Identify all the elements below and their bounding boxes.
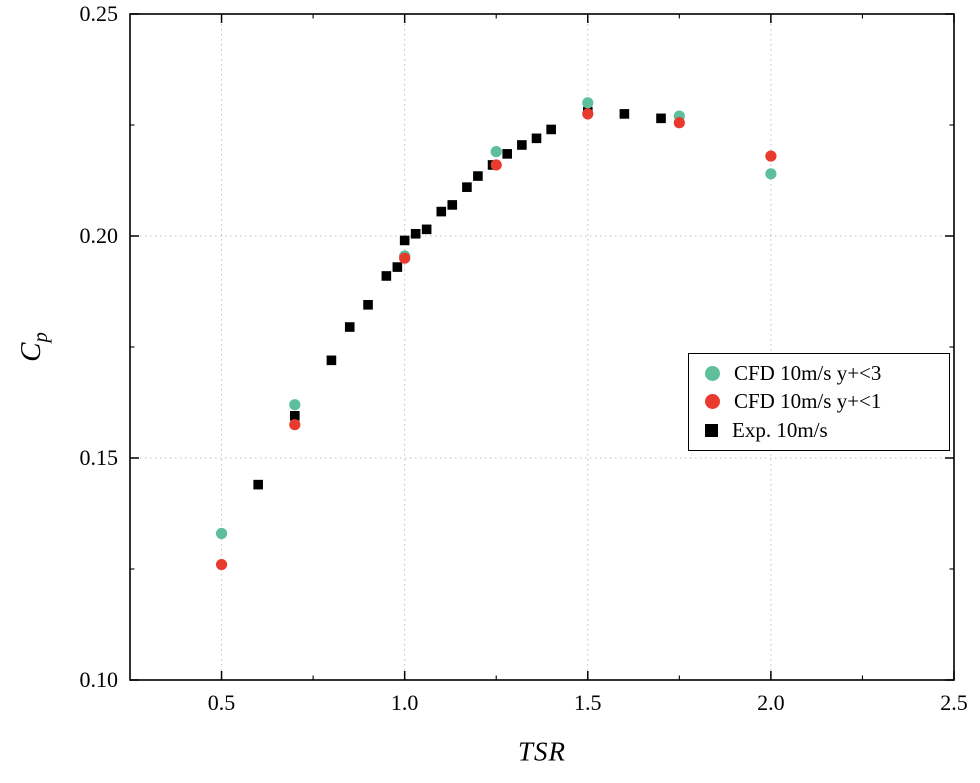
legend-label: CFD 10m/s y+<1 <box>734 389 882 414</box>
svg-text:1.0: 1.0 <box>391 690 419 715</box>
svg-text:0.10: 0.10 <box>80 667 119 692</box>
legend-label: Exp. 10m/s <box>732 418 828 443</box>
legend-label: CFD 10m/s y+<3 <box>734 360 882 385</box>
svg-text:0.15: 0.15 <box>80 445 119 470</box>
legend: CFD 10m/s y+<3 CFD 10m/s y+<1 Exp. 10m/s <box>688 353 950 451</box>
svg-text:0.25: 0.25 <box>80 1 119 26</box>
legend-item: CFD 10m/s y+<1 <box>705 389 949 414</box>
legend-marker-cfd-yplus1-icon <box>705 394 720 410</box>
svg-text:2.5: 2.5 <box>940 690 968 715</box>
legend-item: Exp. 10m/s <box>705 418 949 443</box>
legend-marker-exp-icon <box>705 424 718 438</box>
svg-text:1.5: 1.5 <box>574 690 602 715</box>
x-axis-label: TSR <box>517 736 567 767</box>
svg-text:0.5: 0.5 <box>208 690 236 715</box>
legend-item: CFD 10m/s y+<3 <box>705 361 949 386</box>
svg-text:0.20: 0.20 <box>80 223 119 248</box>
y-axis-label-symbol: C <box>15 342 48 362</box>
y-axis-label-subscript: p <box>27 332 52 343</box>
svg-text:2.0: 2.0 <box>757 690 785 715</box>
legend-marker-cfd-yplus3-icon <box>705 365 720 381</box>
y-axis-label: Cp <box>15 332 53 362</box>
